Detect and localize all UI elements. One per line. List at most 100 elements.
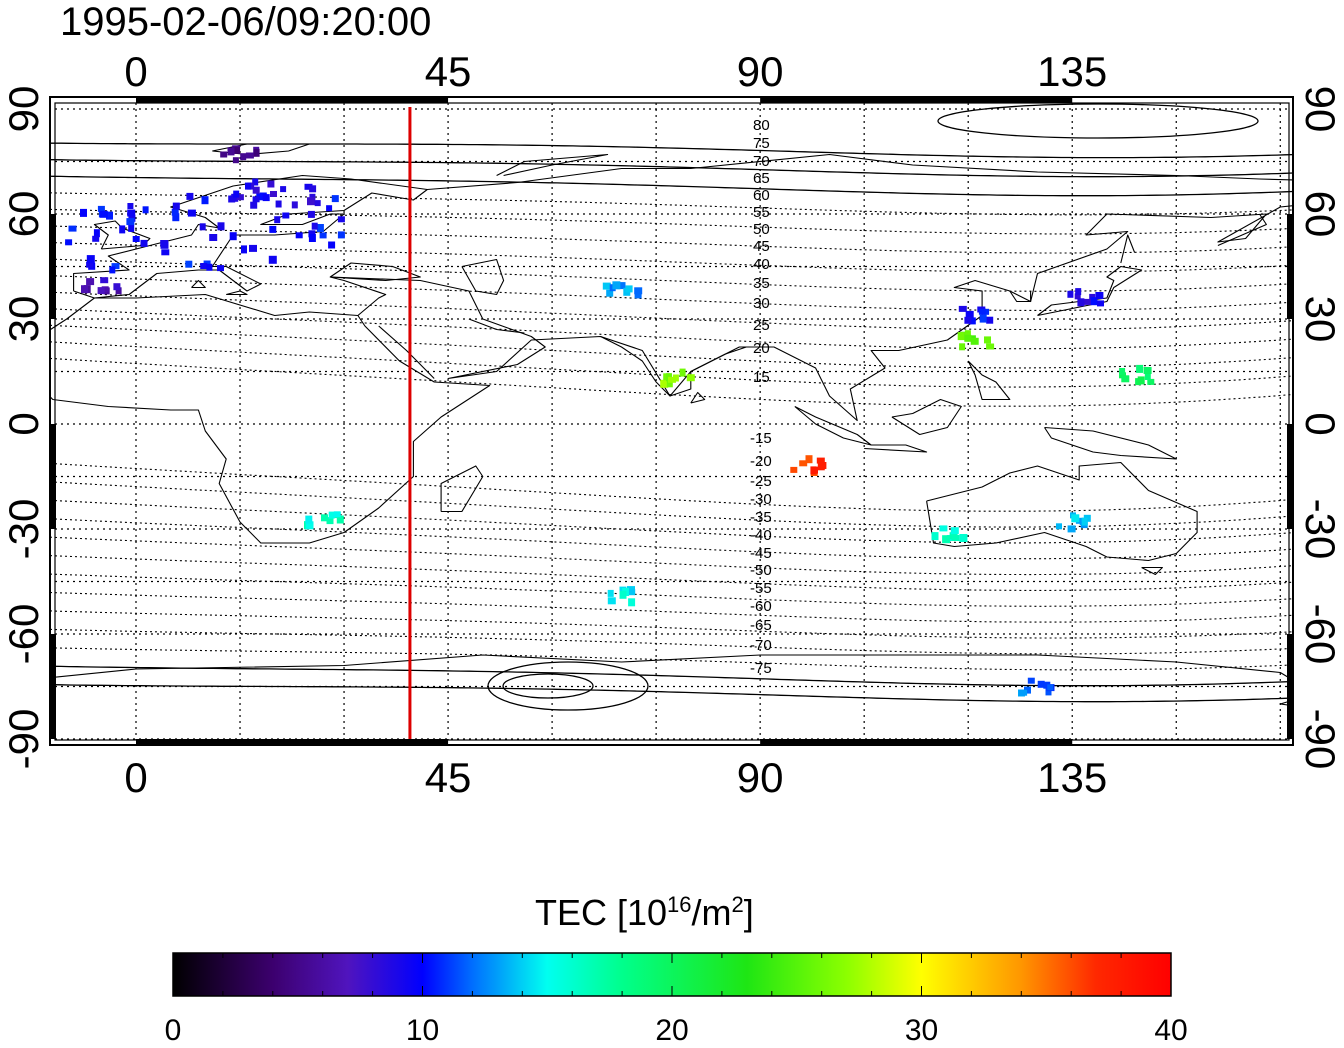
colorbar-title-prefix: TEC [10: [535, 892, 668, 933]
axis-labels: 04590135180-135-90-4504590135180-135-90-…: [0, 48, 1344, 801]
tec-point: [1333, 565, 1339, 572]
frame-block: [50, 634, 56, 739]
tec-point: [337, 216, 345, 223]
tec-point: [1019, 689, 1028, 696]
tec-point: [186, 192, 194, 200]
tec-point: [634, 290, 642, 299]
contour-line: [50, 499, 1293, 544]
contour-label: 30: [753, 295, 770, 312]
tec-point: [217, 265, 224, 272]
contour-line: [50, 341, 1293, 388]
frame-block: [50, 214, 56, 319]
tec-colorbar: 0 10 20 30 40: [165, 952, 1188, 1047]
tec-point: [232, 146, 240, 154]
contour-line: [50, 192, 1293, 216]
tec-point: [1097, 300, 1104, 307]
tec-point: [819, 462, 827, 469]
tec-point: [1137, 376, 1145, 385]
right-lat-label: 60: [1297, 191, 1344, 238]
left-lat-label: 90: [0, 86, 47, 133]
contour-label: 60: [753, 187, 770, 204]
coastline: [461, 258, 505, 296]
tec-point: [113, 283, 121, 291]
contour-line: [50, 591, 1293, 623]
coastline: [1044, 426, 1177, 460]
contour-label: 45: [753, 238, 770, 255]
tec-point: [964, 316, 972, 324]
coastline: [1009, 290, 1032, 303]
contour-label: 75: [753, 135, 770, 152]
colorbar-tick-label: 30: [905, 1014, 938, 1047]
tec-point: [1335, 564, 1342, 571]
tec-point: [679, 368, 686, 377]
tec-point: [256, 193, 265, 201]
left-lat-label: -60: [0, 604, 47, 665]
left-lat-label: -30: [0, 499, 47, 560]
tec-point: [309, 185, 317, 193]
tec-point: [1077, 298, 1085, 307]
contour-label: -40: [750, 527, 772, 544]
tec-point: [115, 287, 122, 295]
tec-point: [957, 332, 965, 341]
tec-point: [790, 466, 798, 473]
bottom-lon-label: 0: [124, 754, 147, 801]
tec-point: [252, 178, 259, 186]
contour-line: [50, 291, 1293, 331]
tec-point: [245, 182, 251, 190]
coastline: [329, 205, 1293, 422]
tec-point: [1043, 681, 1051, 689]
tec-point: [1143, 367, 1152, 374]
right-lat-label: 0: [1297, 412, 1344, 435]
tec-point: [1316, 569, 1324, 576]
tec-point: [328, 241, 336, 249]
left-lat-label: 0: [0, 412, 47, 435]
colorbar-title-mid: /m: [691, 892, 732, 933]
tec-point: [1024, 686, 1031, 694]
frame-block: [760, 97, 1073, 103]
tec-point: [128, 223, 135, 232]
tec-point: [965, 310, 974, 318]
frame-inner: [54, 102, 1290, 741]
contour-label: -30: [750, 491, 772, 508]
contour-line: [50, 573, 1293, 607]
tec-point: [269, 225, 277, 233]
contour-line: [50, 241, 1293, 273]
tec-point: [68, 225, 77, 232]
frame-block: [1287, 634, 1293, 739]
contour-label: 40: [753, 256, 770, 273]
tec-point: [268, 255, 277, 264]
contour-label: 80: [753, 117, 770, 134]
tec-point: [241, 245, 247, 254]
tec-point: [1144, 372, 1151, 380]
tec-point: [86, 261, 94, 268]
tec-point: [799, 460, 808, 467]
tec-point: [942, 535, 951, 544]
tec-point: [1315, 578, 1321, 584]
top-lon-label: 90: [737, 48, 784, 95]
tec-point: [1335, 572, 1341, 578]
tec-point: [1315, 567, 1322, 574]
contour-ellipse: [487, 661, 649, 711]
tec-point: [229, 232, 237, 241]
contour-ellipse: [502, 673, 594, 699]
tec-point: [185, 260, 193, 268]
contour-label: 70: [753, 153, 770, 170]
bottom-lon-label: 135: [1037, 754, 1107, 801]
coastline: [1141, 566, 1163, 576]
coastline: [967, 360, 1011, 401]
tec-point: [1095, 292, 1104, 299]
tec-point: [816, 457, 825, 464]
contour-line: [50, 225, 1293, 254]
coastline: [794, 406, 872, 446]
tec-point: [951, 535, 960, 541]
contour-line: [50, 481, 1293, 528]
tec-point: [931, 532, 939, 541]
tec-point: [307, 197, 315, 206]
tec-point: [964, 330, 971, 338]
colorbar-tick-label: 10: [406, 1014, 439, 1047]
tec-point: [337, 231, 345, 239]
contour-ellipse: [937, 103, 1259, 139]
coastline: [1294, 568, 1343, 586]
